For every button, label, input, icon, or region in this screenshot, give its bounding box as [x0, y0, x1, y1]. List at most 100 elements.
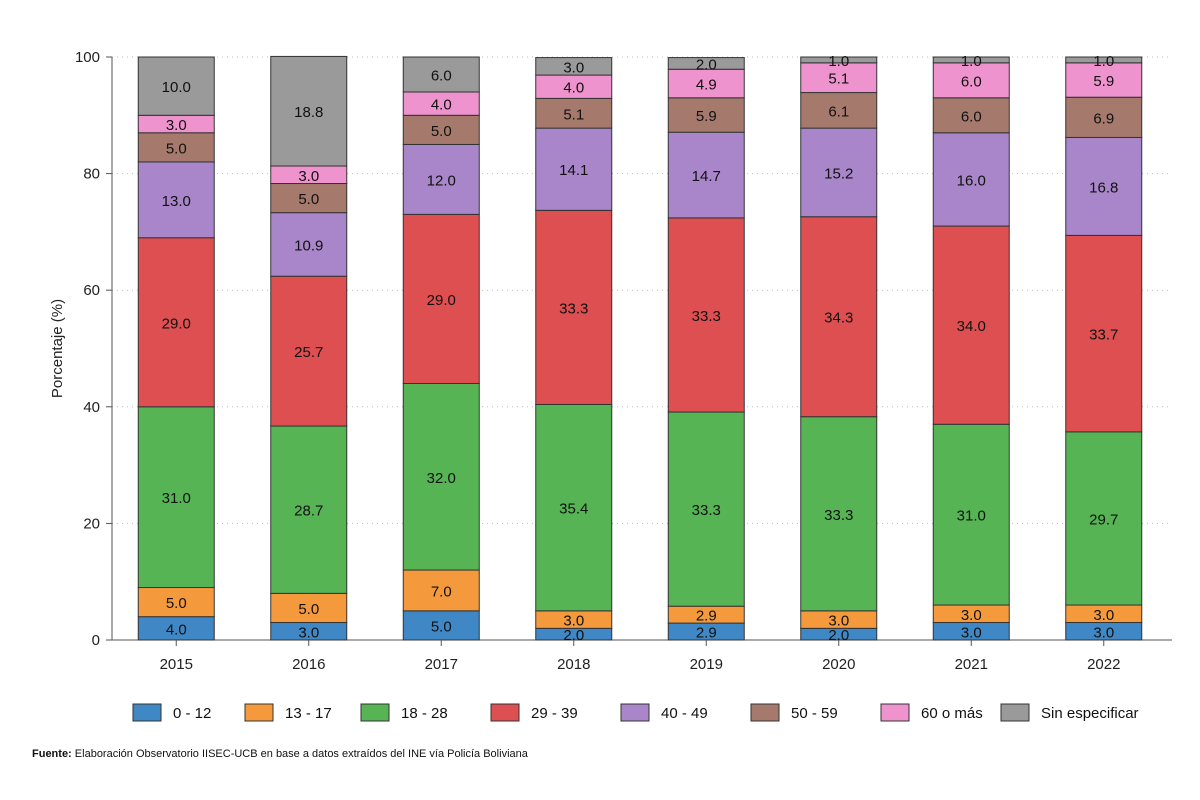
data-label: 5.0	[166, 140, 187, 157]
x-tick-label: 2016	[292, 656, 325, 673]
data-label: 5.9	[696, 108, 717, 125]
data-label: 33.3	[692, 502, 721, 519]
data-label: 16.0	[957, 172, 986, 189]
bar-segment	[137, 132, 215, 163]
data-label: 3.0	[1093, 607, 1114, 624]
data-label: 3.0	[563, 59, 584, 76]
data-label: 33.3	[559, 300, 588, 317]
legend-label: Sin especificar	[1041, 705, 1139, 722]
y-tick-label: 40	[83, 399, 100, 416]
data-label: 12.0	[427, 172, 456, 189]
stacked-bar-chart: 0 20 40 60 80 100 Porcentaje (%) 4.0 5.0 31.0 29.0…	[49, 49, 1172, 722]
data-label: 5.0	[166, 595, 187, 612]
bar-segment	[667, 217, 745, 413]
data-label: 3.0	[961, 607, 982, 624]
bar-segment	[535, 403, 613, 612]
source-note: Fuente: Elaboración Observatorio IISEC-U…	[32, 748, 528, 760]
data-label: 3.0	[828, 613, 849, 630]
bar-segment	[535, 127, 613, 211]
bar-segment	[1065, 96, 1143, 138]
bar-segment	[402, 56, 480, 93]
bar-segment	[137, 406, 215, 589]
bar-segment	[402, 610, 480, 641]
bar-segment	[1065, 62, 1143, 98]
data-label: 28.7	[294, 503, 323, 520]
data-label: 6.9	[1093, 110, 1114, 127]
x-tick-label: 2018	[557, 656, 590, 673]
bar-segment	[1065, 431, 1143, 606]
data-label: 1.0	[828, 53, 849, 70]
legend-label: 50 - 59	[791, 705, 838, 722]
bar-segment	[1065, 136, 1143, 236]
data-label: 3.0	[298, 624, 319, 641]
x-tick-label: 2022	[1087, 656, 1120, 673]
data-label: 5.0	[298, 601, 319, 618]
data-label: 2.0	[696, 56, 717, 73]
data-label: 31.0	[162, 490, 191, 507]
data-label: 4.9	[696, 77, 717, 94]
data-label: 4.0	[431, 97, 452, 114]
data-label: 29.0	[162, 315, 191, 332]
bar-segment	[535, 97, 613, 129]
bar-segment	[667, 68, 745, 99]
data-label: 6.0	[431, 67, 452, 84]
legend-swatch	[490, 703, 520, 722]
legend-swatch	[620, 703, 650, 722]
data-label: 5.1	[563, 106, 584, 123]
data-label: 6.0	[961, 108, 982, 125]
bar-segment	[667, 131, 745, 219]
legend-swatch	[132, 703, 162, 722]
data-label: 5.9	[1093, 73, 1114, 90]
data-label: 4.0	[166, 621, 187, 638]
x-tick-label: 2020	[822, 656, 855, 673]
data-label: 4.0	[563, 80, 584, 97]
x-tick-label: 2021	[955, 656, 988, 673]
bar-segment	[800, 216, 878, 418]
bar-segment	[667, 57, 745, 70]
data-label: 18.8	[294, 104, 323, 121]
data-label: 2.0	[828, 627, 849, 644]
data-label: 35.4	[559, 501, 588, 518]
data-label: 5.0	[298, 191, 319, 208]
data-label: 14.1	[559, 162, 588, 179]
data-label: 1.0	[961, 53, 982, 70]
data-label: 3.0	[1093, 624, 1114, 641]
data-label: 5.1	[828, 71, 849, 88]
data-label: 33.3	[692, 308, 721, 325]
bar-segment	[800, 56, 878, 64]
data-label: 29.7	[1089, 511, 1118, 528]
bar-segment	[932, 132, 1010, 227]
bar-segment	[137, 56, 215, 116]
y-tick-label: 20	[83, 515, 100, 532]
legend-swatch	[360, 703, 390, 722]
data-label: 32.0	[427, 470, 456, 487]
bar-segment	[270, 275, 348, 427]
y-tick-label: 0	[92, 632, 100, 649]
data-label: 3.0	[563, 613, 584, 630]
data-label: 7.0	[431, 583, 452, 600]
data-label: 1.0	[1093, 53, 1114, 70]
legend-label: 60 o más	[921, 705, 983, 722]
data-label: 2.9	[696, 625, 717, 642]
data-label: 6.1	[828, 103, 849, 120]
data-label: 6.0	[961, 73, 982, 90]
data-label: 2.0	[563, 627, 584, 644]
y-tick-label: 60	[83, 282, 100, 299]
y-tick-label: 100	[75, 49, 100, 66]
bar-segment	[800, 416, 878, 612]
bar-segment	[137, 237, 215, 408]
data-label: 5.0	[431, 618, 452, 635]
data-label: 10.0	[162, 79, 191, 96]
legend-label: 29 - 39	[531, 705, 578, 722]
data-label: 33.3	[824, 507, 853, 524]
bar-segment	[535, 209, 613, 405]
data-label: 16.8	[1089, 179, 1118, 196]
legend-swatch	[880, 703, 910, 722]
bar-segment	[800, 62, 878, 94]
data-label: 29.0	[427, 292, 456, 309]
bar-segment	[270, 55, 348, 167]
bar-segment	[667, 97, 745, 133]
data-label: 2.9	[696, 608, 717, 625]
y-axis-title: Porcentaje (%)	[49, 299, 66, 398]
